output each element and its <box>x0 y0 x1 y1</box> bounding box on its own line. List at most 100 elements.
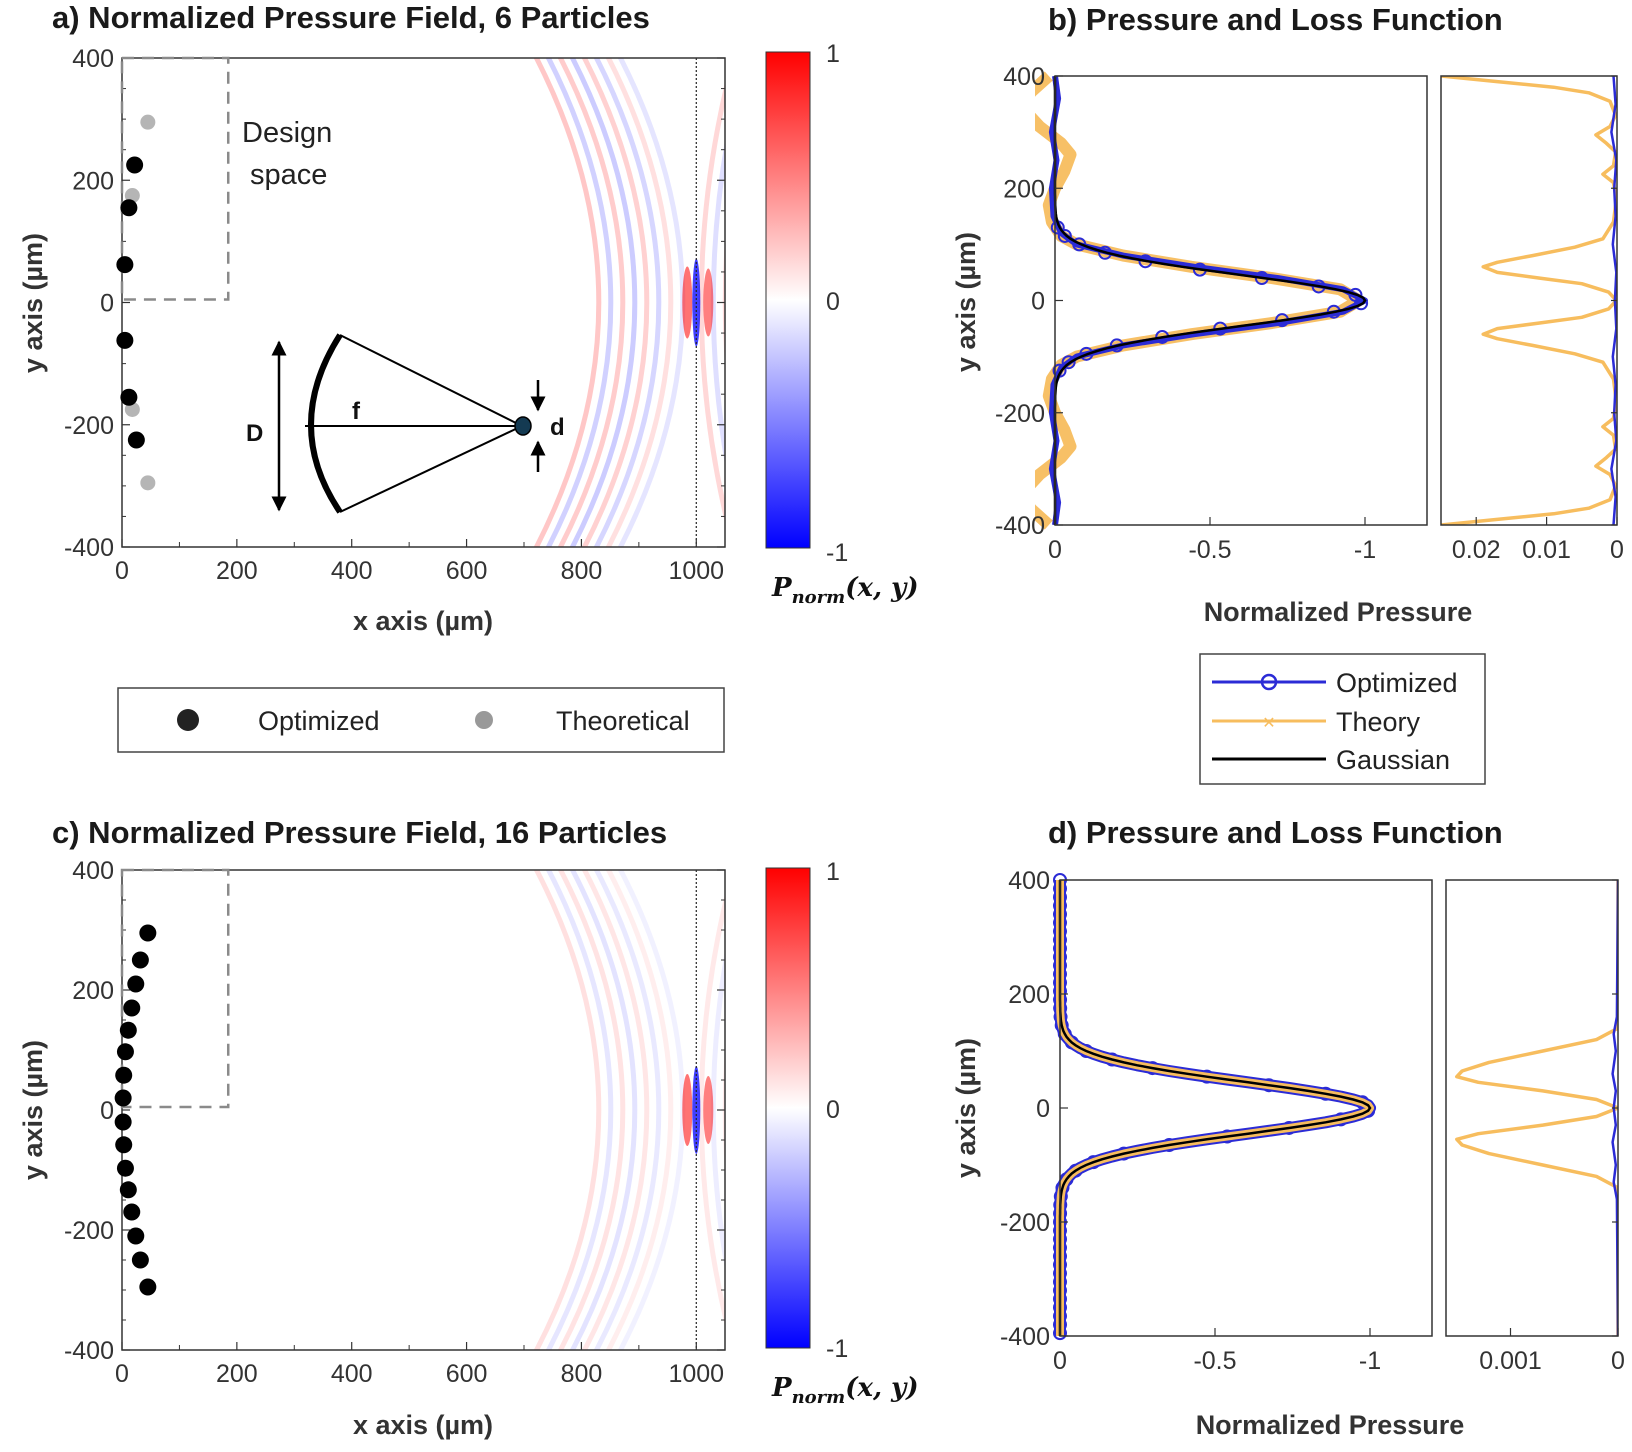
loss-group <box>1455 880 1618 1336</box>
wave-band-left-2 <box>557 870 626 1350</box>
x-tick-label-2: 400 <box>331 557 373 585</box>
x-tick-label-1: -0.5 <box>1188 536 1231 564</box>
axes-frame-d <box>1059 879 1433 1337</box>
loss-curves-b <box>1441 76 1617 525</box>
optimized-marker-99 <box>1079 346 1094 361</box>
y-tick-label-1: 200 <box>1008 981 1050 1009</box>
spot-d-label: d <box>550 414 565 441</box>
optimized-particle-14 <box>131 1251 149 1269</box>
curve-group <box>1053 873 1376 1341</box>
y-tick-label-3: -200 <box>1000 1209 1050 1237</box>
wave-band-left-4 <box>581 58 650 547</box>
x-tick-label-5: 1000 <box>668 1360 724 1388</box>
optimized-particle-0 <box>139 924 157 942</box>
colorbar-a-max: 1 <box>826 40 840 68</box>
theoretical-particle-0 <box>140 114 156 130</box>
colorbar-a-label-args: (x, y) <box>845 573 918 603</box>
loss-x-tick-label-0: 0.001 <box>1479 1347 1542 1375</box>
lens-d-label: D <box>246 420 263 447</box>
optimized-particle-3 <box>123 999 141 1017</box>
optimized-marker-102 <box>1061 355 1076 370</box>
y-tick-label-2: 0 <box>100 1097 114 1125</box>
wave-band-left-3 <box>569 58 638 547</box>
lens-ray-top <box>339 334 523 427</box>
wave-band-right-0 <box>698 82 725 523</box>
y-tick-label-4: -400 <box>1000 1323 1050 1351</box>
particles-c <box>114 924 157 1296</box>
x-tick-label-0: 0 <box>115 1360 129 1388</box>
focal-lobe-right <box>703 1076 714 1144</box>
optimized-marker-57 <box>1057 228 1072 243</box>
legend-b-optimized: Optimized <box>1336 668 1458 698</box>
optimized-particle-4 <box>120 388 138 406</box>
panel-d-title: d) Pressure and Loss Function <box>1048 815 1503 850</box>
axis-ticks-d: 0 -0.5 -1 400 200 0 -200 -400 <box>1000 867 1381 1375</box>
legend-theory-cross: ✕ <box>1262 713 1275 732</box>
y-tick-label-0: 400 <box>1008 867 1050 895</box>
focal-lobe-left <box>682 1074 693 1146</box>
optimized-particle-10 <box>116 1159 134 1177</box>
wave-band-left-1 <box>545 58 614 547</box>
lens-arc <box>308 333 343 514</box>
legend-b-theory: Theory <box>1336 707 1421 737</box>
optimized-particle-11 <box>119 1181 137 1199</box>
axes-frame-b <box>1054 75 1428 526</box>
axis-ticks-b: 0 -0.5 -1 400 200 0 -200 -400 <box>995 63 1376 564</box>
colorbar-c-label-args: (x, y) <box>845 1373 918 1403</box>
x-tick-label-1: -0.5 <box>1193 1347 1236 1375</box>
y-tick-label-1: 200 <box>72 167 114 195</box>
loss-ticks-b: 0.02 0.01 0 <box>1452 75 1624 564</box>
y-tick-label-2: 0 <box>1031 288 1045 316</box>
field-bands <box>533 870 725 1350</box>
optimized-particle-0 <box>126 156 144 174</box>
wave-band-left-0 <box>533 58 602 547</box>
colorbar-c-label: Pnorm(x, y) <box>771 1373 919 1408</box>
optimized-particle-8 <box>114 1113 132 1131</box>
theory-curve <box>1056 878 1374 1338</box>
gaussian-curve <box>1053 76 1367 525</box>
optimized-particle-1 <box>120 199 138 217</box>
lens-f-label: f <box>352 398 361 425</box>
design-space-label-1: Design <box>242 117 332 149</box>
x-axis-label-a: x axis (µm) <box>353 606 493 636</box>
legend-b-gaussian: Gaussian <box>1336 745 1450 775</box>
y-axis-label-c: y axis (µm) <box>18 1040 48 1180</box>
optimized-particle-13 <box>127 1227 145 1245</box>
y-tick-label-0: 400 <box>72 857 114 885</box>
curve-group <box>1035 71 1369 530</box>
loss-group <box>1441 76 1617 525</box>
wave-band-left-6 <box>605 58 674 547</box>
wave-band-right-1 <box>710 140 725 465</box>
pressure-field-c <box>533 870 725 1350</box>
legend-b <box>1199 653 1486 785</box>
colorbar-c-max: 1 <box>826 858 840 886</box>
colorbar-a-label-p: P <box>771 573 793 603</box>
wave-band-left-3 <box>569 870 638 1350</box>
optimized-particle-6 <box>115 1066 133 1084</box>
lens-diagram: D f d <box>246 333 565 514</box>
x-tick-label-2: -1 <box>1354 536 1376 564</box>
legend-optimized-circle <box>1260 673 1278 691</box>
theoretical-particle-3 <box>140 475 156 491</box>
axis-ticks-c: 0 200 400 600 800 1000 400 200 0 -200 -400 <box>64 857 725 1388</box>
wave-band-left-6 <box>605 870 674 1350</box>
y-tick-label-3: -200 <box>64 412 114 440</box>
x-axis-label-c: x axis (µm) <box>353 1410 493 1440</box>
legend-theoretical-marker <box>475 711 493 729</box>
x-tick-label-4: 800 <box>561 1360 603 1388</box>
x-tick-label-0: 0 <box>1048 536 1062 564</box>
panel-c: c) Normalized Pressure Field, 16 Particl… <box>18 815 919 1440</box>
y-tick-label-3: -200 <box>64 1217 114 1245</box>
colorbar-c-label-sub: norm <box>792 1387 846 1408</box>
pressure-curves-d <box>1053 873 1376 1341</box>
loss-theory-curve <box>1441 76 1617 525</box>
wave-band-left-1 <box>545 870 614 1350</box>
optimized-particle-9 <box>115 1136 133 1154</box>
loss-axes-frame-b <box>1440 75 1618 526</box>
x-tick-label-0: 0 <box>1053 1347 1067 1375</box>
pressure-field-a <box>533 58 725 547</box>
x-tick-label-5: 1000 <box>668 557 724 585</box>
panel-d: d) Pressure and Loss Function 0 -0.5 -1 400… <box>951 815 1625 1440</box>
wave-band-left-5 <box>593 870 662 1350</box>
x-tick-label-1: 200 <box>216 557 258 585</box>
